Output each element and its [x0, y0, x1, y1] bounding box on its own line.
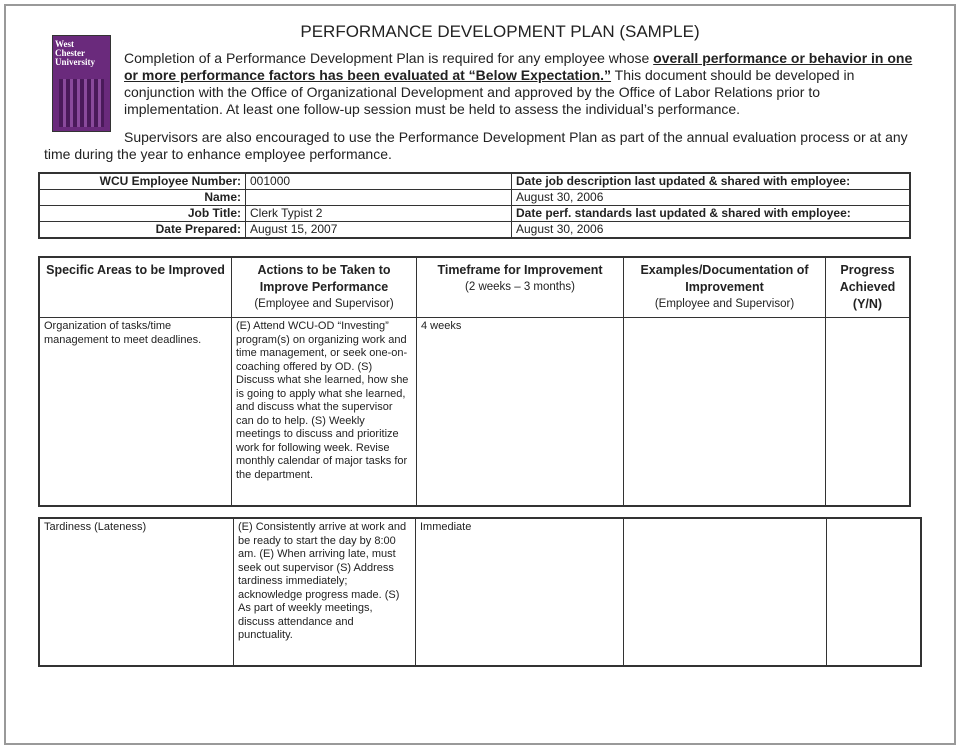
name-label: Name: [38, 189, 246, 206]
timeframe-cell: 4 weeks [416, 317, 624, 506]
job-desc-label: Date job description last updated & shar… [511, 172, 911, 190]
column-header: Timeframe for Improvement (2 weeks – 3 mo… [416, 256, 624, 318]
progress-cell [826, 517, 922, 667]
plan-table: Specific Areas to be Improved Actions to… [38, 256, 911, 507]
supervisor-paragraph: Supervisors are also encouraged to use t… [44, 129, 908, 162]
university-logo: West Chester University [52, 35, 111, 132]
document-title: PERFORMANCE DEVELOPMENT PLAN (SAMPLE) [300, 22, 700, 41]
column-header: Examples/Documentation of Improvement (Em… [623, 256, 826, 318]
plan-table-continued: Tardiness (Lateness) (E) Consistently ar… [38, 517, 922, 667]
table-row: Organization of tasks/time management to… [38, 317, 911, 506]
employee-number-label: WCU Employee Number: [38, 172, 246, 190]
column-header: Specific Areas to be Improved [38, 256, 232, 318]
actions-cell: (E) Consistently arrive at work and be r… [233, 517, 416, 667]
job-desc-date: August 30, 2006 [511, 189, 911, 206]
examples-cell [623, 317, 826, 506]
date-prepared-value: August 15, 2007 [245, 221, 512, 239]
date-prepared-label: Date Prepared: [38, 221, 246, 239]
examples-cell [623, 517, 827, 667]
area-cell: Tardiness (Lateness) [38, 517, 234, 667]
perf-std-label: Date perf. standards last updated & shar… [511, 205, 911, 222]
page-border [4, 4, 956, 745]
column-header: Progress Achieved (Y/N) [825, 256, 911, 318]
job-title-label: Job Title: [38, 205, 246, 222]
progress-cell [825, 317, 911, 506]
area-cell: Organization of tasks/time management to… [38, 317, 232, 506]
employee-number-value: 001000 [245, 172, 512, 190]
intro-text: Completion of a Performance Development … [124, 50, 654, 66]
timeframe-cell: Immediate [415, 517, 624, 667]
perf-std-date: August 30, 2006 [511, 221, 911, 239]
table-row: Tardiness (Lateness) (E) Consistently ar… [38, 517, 922, 667]
column-header: Actions to be Taken to Improve Performan… [231, 256, 417, 318]
intro-paragraph: Completion of a Performance Development … [124, 50, 914, 118]
name-value [245, 189, 512, 206]
intro-text-end: This document should be developed in con… [124, 67, 855, 117]
employee-info-table: WCU Employee Number: 001000 Date job descr… [38, 172, 911, 239]
intro-emphasis: overall performance or behavior in one o… [124, 50, 913, 83]
job-title-value: Clerk Typist 2 [245, 205, 512, 222]
actions-cell: (E) Attend WCU-OD “Investing” program(s)… [231, 317, 417, 506]
